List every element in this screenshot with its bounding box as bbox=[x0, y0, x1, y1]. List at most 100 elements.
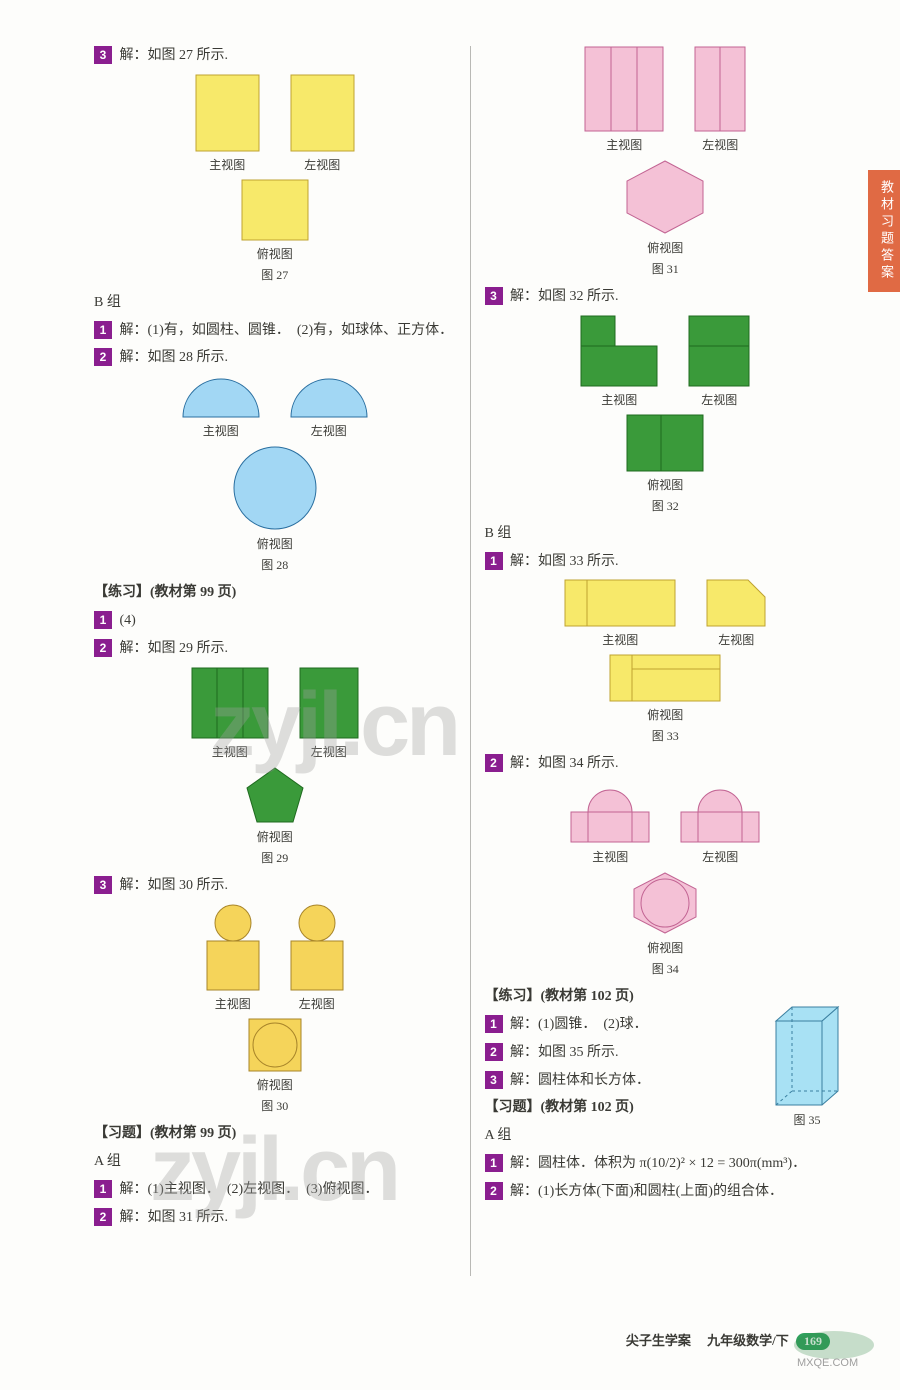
fig33-zhu: 主视图 bbox=[564, 579, 676, 648]
text: 解：(1)圆锥． (2)球． bbox=[510, 1017, 648, 1032]
corner-logo: MXQE.COM bbox=[790, 1328, 880, 1370]
num-badge: 1 bbox=[485, 1154, 503, 1172]
fig33-row1: 主视图 左视图 bbox=[485, 579, 847, 648]
text: 解：如图 27 所示. bbox=[120, 48, 229, 63]
text: (4) bbox=[120, 613, 136, 628]
line: 1 解：如图 33 所示. bbox=[485, 550, 847, 574]
text: 解：圆柱体．体积为 π(10/2)² × 12 = 300π(mm³)． bbox=[510, 1156, 806, 1171]
fig33-fu: 俯视图 bbox=[609, 654, 721, 723]
fig-label: 图 31 bbox=[485, 260, 847, 277]
caption: 左视图 bbox=[718, 631, 754, 648]
fig32-zhu: 主视图 bbox=[580, 315, 658, 408]
caption: 图 35 bbox=[768, 1111, 846, 1128]
caption: 左视图 bbox=[304, 156, 340, 173]
text: 解：如图 33 所示. bbox=[510, 554, 619, 569]
svg-text:MXQE.COM: MXQE.COM bbox=[797, 1357, 858, 1369]
line: 2 解：如图 34 所示. bbox=[485, 752, 847, 776]
fig31-row2: 俯视图 bbox=[485, 159, 847, 256]
num-badge: 3 bbox=[94, 46, 112, 64]
columns: 3 解：如图 27 所示. 主视图 左视图 俯视图 bbox=[0, 0, 900, 1290]
num-badge: 1 bbox=[94, 611, 112, 629]
fig-label: 图 28 bbox=[94, 556, 456, 573]
fig29-row1: 主视图 左视图 bbox=[94, 667, 456, 760]
group-header: B 组 bbox=[485, 522, 847, 546]
bottom-block: 【练习】(教材第 102 页) 1 解：(1)圆锥． (2)球． 2 解：如图 … bbox=[485, 985, 847, 1203]
caption: 左视图 bbox=[311, 422, 347, 439]
caption: 主视图 bbox=[606, 136, 642, 153]
num-badge: 1 bbox=[485, 552, 503, 570]
fig28-zhu: 主视图 bbox=[182, 376, 260, 439]
fig27-fu: 俯视图 bbox=[241, 179, 309, 262]
fig31-zuo: 左视图 bbox=[694, 46, 746, 153]
line: 2 解：如图 28 所示. bbox=[94, 346, 456, 370]
caption: 左视图 bbox=[702, 136, 738, 153]
line: 3 解：如图 30 所示. bbox=[94, 874, 456, 898]
num-badge: 3 bbox=[94, 876, 112, 894]
caption: 俯视图 bbox=[257, 535, 293, 552]
line: 3 解：如图 32 所示. bbox=[485, 285, 847, 309]
fig30-zhu: 主视图 bbox=[206, 903, 260, 1012]
line: 2 解：(1)长方体(下面)和圆柱(上面)的组合体． bbox=[485, 1180, 847, 1204]
line: 3 解：如图 27 所示. bbox=[94, 44, 456, 68]
text: 解：如图 28 所示. bbox=[120, 350, 229, 365]
fig33-row2: 俯视图 bbox=[485, 654, 847, 723]
text: 解：如图 30 所示. bbox=[120, 878, 229, 893]
num-badge: 3 bbox=[485, 287, 503, 305]
num-badge: 2 bbox=[94, 1208, 112, 1226]
caption: 主视图 bbox=[209, 156, 245, 173]
line: 2 解：如图 31 所示. bbox=[94, 1206, 456, 1230]
fig28-fu: 俯视图 bbox=[232, 445, 318, 552]
text: 解：(1)长方体(下面)和圆柱(上面)的组合体． bbox=[510, 1184, 783, 1199]
group-header: B 组 bbox=[94, 291, 456, 315]
num-badge: 2 bbox=[94, 639, 112, 657]
text: 解：(1)有，如圆柱、圆锥． (2)有，如球体、正方体． bbox=[120, 323, 454, 338]
caption: 主视图 bbox=[601, 391, 637, 408]
text: 解：圆柱体和长方体． bbox=[510, 1073, 650, 1088]
footer-grade: 九年级数学/下 bbox=[707, 1333, 789, 1348]
num-badge: 2 bbox=[485, 1043, 503, 1061]
fig34-zuo: 左视图 bbox=[680, 782, 760, 865]
section-header: 【习题】(教材第 99 页) bbox=[94, 1122, 456, 1146]
right-column: 主视图 左视图 俯视图 图 31 3 解：如图 32 所示. bbox=[471, 40, 861, 1290]
fig32-zuo: 左视图 bbox=[688, 315, 750, 408]
fig28-zuo: 左视图 bbox=[290, 376, 368, 439]
fig27-row1: 主视图 左视图 bbox=[94, 74, 456, 173]
fig32-row1: 主视图 左视图 bbox=[485, 315, 847, 408]
fig31-fu: 俯视图 bbox=[623, 159, 707, 256]
text: 解：如图 31 所示. bbox=[120, 1210, 229, 1225]
line: 1 解：圆柱体．体积为 π(10/2)² × 12 = 300π(mm³)． bbox=[485, 1152, 847, 1176]
fig30-zuo: 左视图 bbox=[290, 903, 344, 1012]
text: 解：如图 34 所示. bbox=[510, 756, 619, 771]
fig31-zhu: 主视图 bbox=[584, 46, 664, 153]
footer-book: 尖子生学案 bbox=[626, 1333, 691, 1348]
fig-label: 图 27 bbox=[94, 266, 456, 283]
caption: 主视图 bbox=[212, 743, 248, 760]
fig30-row1: 主视图 左视图 bbox=[94, 903, 456, 1012]
fig34-row1: 主视图 左视图 bbox=[485, 782, 847, 865]
fig30-row2: 俯视图 bbox=[94, 1018, 456, 1093]
caption: 主视图 bbox=[203, 422, 239, 439]
fig29-fu: 俯视图 bbox=[244, 766, 306, 845]
side-tab: 教材习题答案 bbox=[868, 170, 900, 292]
caption: 左视图 bbox=[311, 743, 347, 760]
fig32-row2: 俯视图 bbox=[485, 414, 847, 493]
section-header: 【练习】(教材第 99 页) bbox=[94, 581, 456, 605]
fig34-row2: 俯视图 bbox=[485, 871, 847, 956]
caption: 主视图 bbox=[215, 995, 251, 1012]
fig-label: 图 32 bbox=[485, 497, 847, 514]
num-badge: 3 bbox=[485, 1071, 503, 1089]
fig33-zuo: 左视图 bbox=[706, 579, 766, 648]
num-badge: 2 bbox=[485, 1182, 503, 1200]
fig-label: 图 29 bbox=[94, 849, 456, 866]
num-badge: 1 bbox=[485, 1015, 503, 1033]
fig29-row2: 俯视图 bbox=[94, 766, 456, 845]
caption: 主视图 bbox=[602, 631, 638, 648]
fig27-zuo: 左视图 bbox=[290, 74, 355, 173]
fig-label: 图 30 bbox=[94, 1097, 456, 1114]
caption: 主视图 bbox=[592, 848, 628, 865]
fig31-row1: 主视图 左视图 bbox=[485, 46, 847, 153]
caption: 左视图 bbox=[299, 995, 335, 1012]
num-badge: 2 bbox=[94, 348, 112, 366]
fig32-fu: 俯视图 bbox=[626, 414, 704, 493]
num-badge: 2 bbox=[485, 754, 503, 772]
